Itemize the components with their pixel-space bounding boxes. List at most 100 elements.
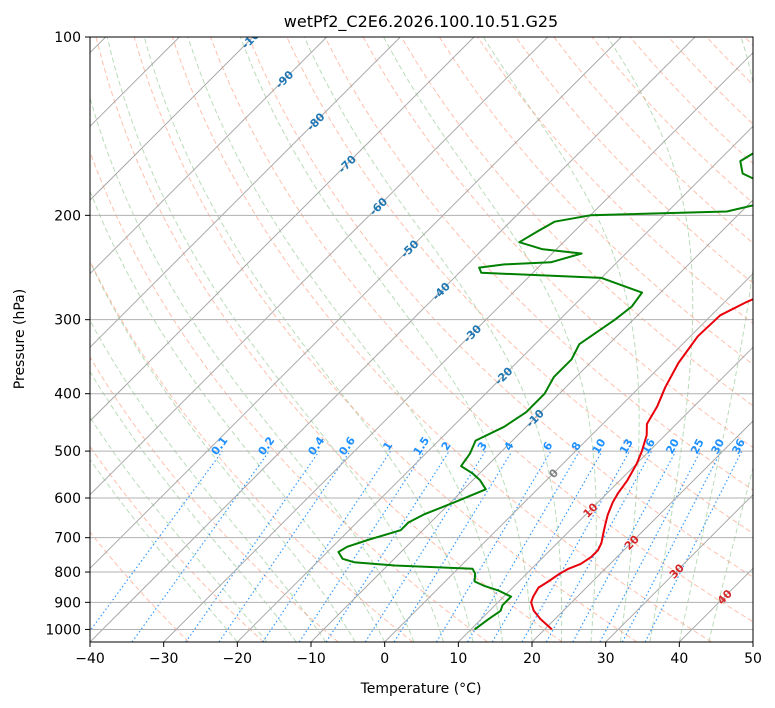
isotherm-label: -30: [461, 322, 484, 345]
dry-adiabat: [90, 150, 488, 642]
isotherm-label: 20: [622, 533, 642, 553]
mixing-ratio-label: 0.2: [255, 434, 277, 457]
plot-frame: [89, 36, 754, 643]
dry-adiabat: [90, 531, 190, 642]
y-tick-label: 900: [54, 595, 81, 611]
mixing-ratio-line: [644, 450, 743, 642]
y-tick-label: 100: [54, 30, 81, 46]
dry-adiabat: [133, 37, 638, 642]
isotherm-line: [90, 37, 696, 642]
plot-area: -100-90-80-70-60-50-40-30-20-10010203040…: [90, 37, 753, 642]
mixing-ratio-line: [218, 450, 351, 642]
moist-adiabat: [90, 416, 268, 642]
mixing-ratio-line: [185, 450, 320, 642]
moist-adiabat: [90, 458, 238, 642]
isotherm-line: [90, 37, 254, 201]
x-tick-label: 40: [670, 651, 688, 667]
mixing-ratio-labels: 0.1 0.2 0.4 0.6 1 1.5 2 3 4 6 8 10 13 16 20 25 30 36: [209, 434, 749, 458]
x-axis: −40 −30 −20 −10 0 10 20 30 40 50: [75, 642, 762, 667]
dry-adiabat: [438, 37, 753, 366]
mixing-ratio-label: 10: [590, 436, 609, 456]
x-tick-label: 0: [380, 651, 389, 667]
y-tick-label: 1000: [45, 622, 81, 638]
dry-adiabat: [515, 37, 753, 284]
mixing-ratio-line: [393, 450, 513, 642]
moist-adiabat: [383, 37, 597, 642]
mixing-ratio-line: [262, 450, 392, 642]
isotherm-line: [90, 37, 401, 349]
isotherm-line: [236, 125, 753, 642]
dewpoint-profile: [337, 152, 753, 631]
mixing-ratio-line: [491, 450, 603, 642]
y-axis-label: Pressure (hPa): [12, 289, 28, 389]
dry-adiabat: [706, 37, 753, 86]
y-axis: 100 200 300 400 500 600 700 800 900 1000: [45, 30, 90, 638]
y-tick-label: 800: [54, 565, 81, 581]
mixing-ratio-line: [521, 450, 631, 642]
dry-adiabat: [324, 37, 753, 491]
x-tick-label: −20: [223, 651, 253, 667]
y-tick-label: 200: [54, 208, 81, 224]
dry-adiabat: [171, 37, 712, 642]
x-tick-label: −10: [296, 651, 326, 667]
x-tick-label: 30: [597, 651, 615, 667]
mixing-ratio-line: [435, 450, 552, 642]
dry-adiabat: [90, 445, 264, 642]
isotherm-line: [310, 199, 753, 642]
dry-adiabat: [591, 37, 753, 204]
x-tick-label: 10: [449, 651, 467, 667]
x-tick-label: −40: [75, 651, 105, 667]
y-tick-label: 600: [54, 491, 81, 507]
y-tick-label: 300: [54, 313, 81, 329]
mixing-ratio-line: [90, 450, 223, 632]
isotherm-line: [384, 272, 753, 642]
mixing-ratio-line: [572, 450, 677, 642]
mixing-ratio-label: 13: [617, 437, 636, 457]
moist-adiabats: [90, 37, 753, 642]
isotherm-line: [163, 51, 753, 642]
isotherm-line: [678, 567, 753, 642]
isotherm-line: [531, 420, 753, 642]
mixing-ratio-line: [364, 450, 486, 642]
dry-adiabat: [90, 259, 414, 642]
moist-adiabat: [607, 37, 694, 642]
mixing-ratio-label: 0.6: [336, 434, 358, 458]
temperature-profile: [530, 298, 753, 631]
chart-title: wetPf2_C2E6.2026.100.10.51.G25: [284, 12, 558, 32]
mixing-ratio-label: 36: [729, 436, 748, 456]
moist-adiabat: [303, 37, 563, 642]
moist-adiabat: [239, 37, 533, 642]
y-tick-label: 400: [54, 387, 81, 403]
dry-adiabat: [668, 37, 753, 125]
dry-adiabat: [362, 37, 753, 449]
isotherm-label: 40: [715, 587, 735, 607]
mixing-ratio-line: [298, 450, 425, 642]
isotherm-line: [90, 37, 328, 275]
x-tick-label: 20: [523, 651, 541, 667]
moist-adiabat: [90, 319, 327, 642]
x-tick-label: −30: [149, 651, 179, 667]
isotherm-line: [752, 641, 753, 642]
mixing-ratio-lines: [90, 450, 743, 642]
y-tick-label: 700: [54, 531, 81, 547]
moist-adiabat: [708, 466, 753, 642]
mixing-ratio-label: 25: [688, 437, 707, 457]
moist-adiabat: [482, 37, 640, 642]
isotherm-line: [90, 37, 622, 570]
moist-adiabat: [90, 260, 356, 642]
isotherm-line: [605, 493, 753, 642]
dry-adiabat: [210, 37, 753, 623]
isotherm-label: 10: [580, 500, 600, 520]
isotherm-label: -40: [430, 280, 453, 303]
mixing-ratio-line: [599, 450, 702, 642]
mixing-ratio-label: 20: [663, 436, 682, 456]
isotherms: [90, 37, 753, 642]
pressure-gridlines: [90, 37, 753, 630]
dry-adiabat: [95, 37, 563, 642]
sounding-series: [337, 152, 753, 631]
isotherm-line: [457, 346, 753, 642]
mixing-ratio-label: 30: [709, 436, 728, 456]
mixing-ratio-line: [466, 450, 580, 642]
